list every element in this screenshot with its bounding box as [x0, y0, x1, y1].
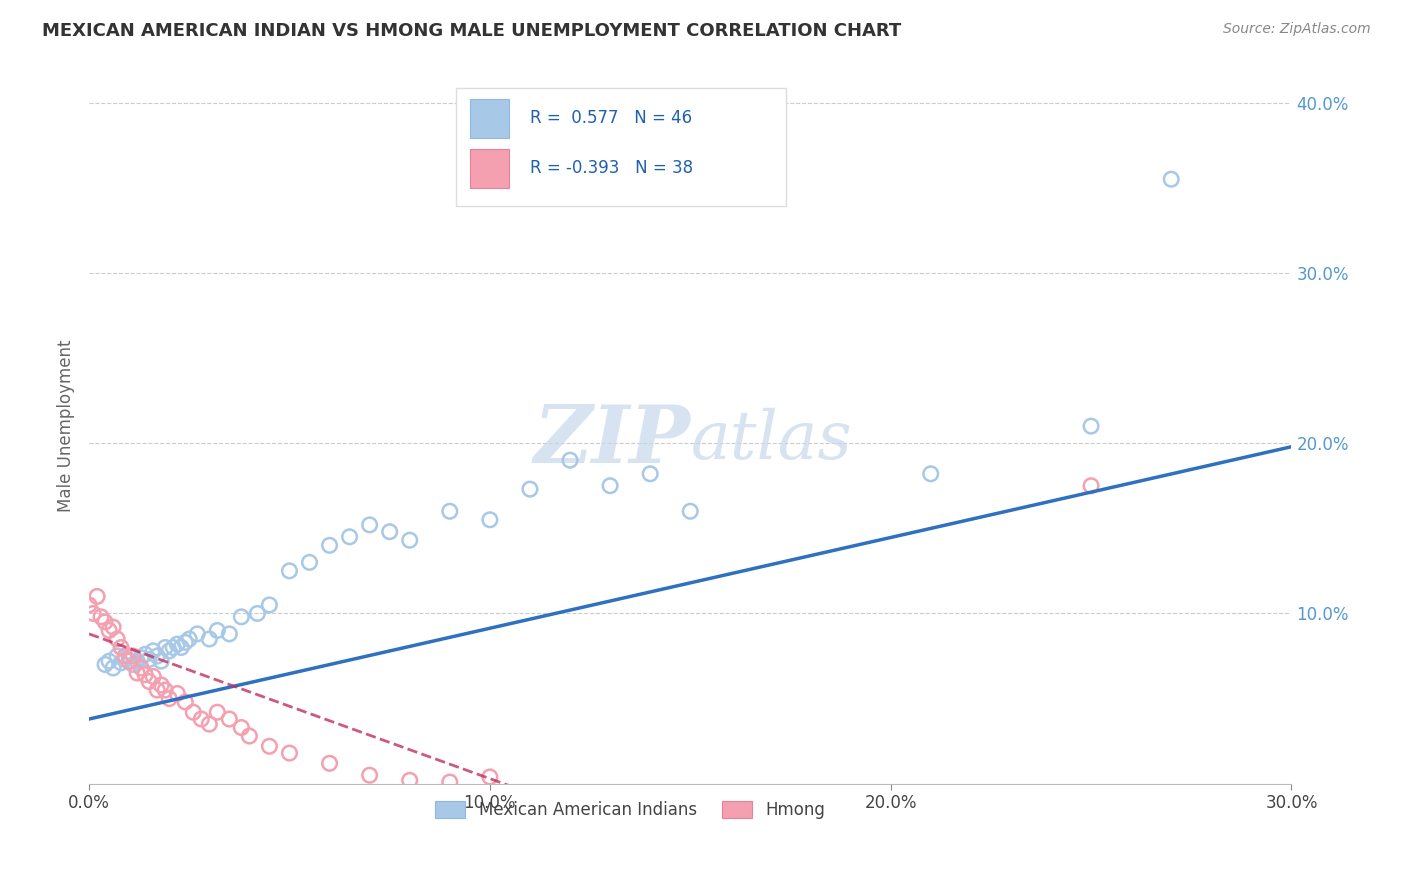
Point [138, 674, 160, 689]
Text: MEXICAN AMERICAN INDIAN VS HMONG MALE UNEMPLOYMENT CORRELATION CHART: MEXICAN AMERICAN INDIAN VS HMONG MALE UN… [42, 22, 901, 40]
Point [105, 632, 128, 646]
Point [110, 656, 132, 670]
Point [359, 768, 381, 782]
Point [259, 598, 281, 612]
Point [118, 648, 141, 663]
Point [231, 721, 253, 735]
Point [231, 610, 253, 624]
Point [138, 652, 160, 666]
Point [174, 635, 197, 649]
Point [318, 756, 340, 771]
Point [122, 657, 145, 672]
Point [198, 717, 221, 731]
Point [186, 627, 208, 641]
Point [155, 683, 177, 698]
Point [98, 624, 121, 638]
Point [114, 652, 136, 666]
Legend: Mexican American Indians, Hmong: Mexican American Indians, Hmong [429, 794, 831, 825]
Point [162, 640, 184, 655]
FancyBboxPatch shape [470, 98, 509, 138]
Point [146, 683, 169, 698]
Point [920, 467, 942, 481]
Point [478, 770, 501, 784]
Point [127, 654, 149, 668]
Point [179, 632, 201, 646]
Point [174, 695, 197, 709]
Point [207, 624, 229, 638]
Point [398, 533, 420, 548]
Text: R =  0.577   N = 46: R = 0.577 N = 46 [530, 109, 693, 127]
Point [259, 739, 281, 754]
Point [101, 661, 124, 675]
Point [1080, 479, 1102, 493]
Point [118, 654, 141, 668]
Point [150, 654, 173, 668]
FancyBboxPatch shape [470, 149, 509, 188]
Point [101, 620, 124, 634]
Point [278, 746, 301, 760]
Point [599, 479, 621, 493]
Point [318, 538, 340, 552]
Point [519, 482, 541, 496]
Text: ZIP: ZIP [533, 401, 690, 479]
Point [86, 590, 108, 604]
Point [439, 504, 461, 518]
Point [129, 661, 152, 675]
Point [398, 773, 420, 788]
Point [478, 513, 501, 527]
Point [1080, 419, 1102, 434]
Point [298, 555, 321, 569]
Point [129, 650, 152, 665]
Point [166, 686, 188, 700]
Point [110, 640, 132, 655]
Point [122, 648, 145, 663]
Y-axis label: Male Unemployment: Male Unemployment [58, 340, 75, 512]
Point [134, 667, 156, 681]
Point [359, 517, 381, 532]
Point [127, 666, 149, 681]
FancyBboxPatch shape [456, 87, 786, 206]
Point [142, 669, 165, 683]
Point [170, 640, 193, 655]
Point [439, 775, 461, 789]
Point [114, 648, 136, 663]
Text: R = -0.393   N = 38: R = -0.393 N = 38 [530, 159, 693, 177]
Point [190, 712, 212, 726]
Point [278, 564, 301, 578]
Point [198, 632, 221, 646]
Point [134, 648, 156, 662]
Point [157, 644, 180, 658]
Point [94, 657, 117, 672]
Point [339, 530, 361, 544]
Point [98, 654, 121, 668]
Point [142, 644, 165, 658]
Point [155, 640, 177, 655]
Point [238, 729, 260, 743]
Point [218, 712, 240, 726]
Point [1160, 172, 1182, 186]
Text: Source: ZipAtlas.com: Source: ZipAtlas.com [1223, 22, 1371, 37]
Text: atlas: atlas [690, 408, 852, 473]
Point [105, 648, 128, 663]
Point [90, 610, 112, 624]
Point [94, 615, 117, 629]
Point [207, 705, 229, 719]
Point [82, 607, 104, 621]
Point [679, 504, 702, 518]
Point [218, 627, 240, 641]
Point [146, 648, 169, 663]
Point [77, 598, 100, 612]
Point [157, 691, 180, 706]
Point [150, 678, 173, 692]
Point [378, 524, 401, 539]
Point [558, 453, 581, 467]
Point [638, 467, 661, 481]
Point [166, 637, 188, 651]
Point [181, 705, 204, 719]
Point [246, 607, 269, 621]
